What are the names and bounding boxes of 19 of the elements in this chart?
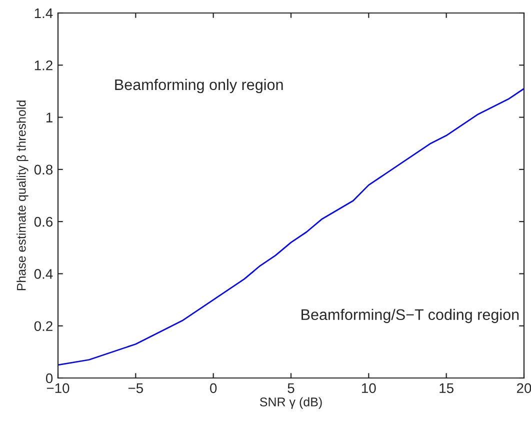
y-tick-label: 1	[46, 112, 52, 122]
y-tick-label: 0.2	[34, 321, 52, 332]
x-tick-label: 10	[362, 383, 376, 394]
y-tick-label: 1.4	[34, 8, 53, 18]
y-tick-label: 1.2	[34, 60, 52, 70]
x-tick-label: 20	[516, 383, 531, 394]
annotation: Beamforming only region	[115, 78, 283, 94]
x-tick-label: 15	[440, 383, 454, 394]
y-tick-label: 0.4	[34, 269, 53, 279]
y-tick-label: 0.6	[34, 216, 53, 227]
y-axis-title: Phase estimate quality β threshold	[16, 100, 28, 290]
annotation: Beamforming/S−T coding region	[302, 308, 519, 324]
x-tick-label: −10	[46, 383, 70, 394]
x-tick-label: 0	[210, 383, 217, 394]
x-tick-label: 5	[288, 383, 294, 394]
x-axis-title: SNR γ (dB)	[260, 397, 322, 409]
y-tick-label: 0	[46, 373, 53, 384]
y-tick-label: 0.8	[34, 164, 53, 175]
x-tick-label: −5	[128, 383, 143, 394]
